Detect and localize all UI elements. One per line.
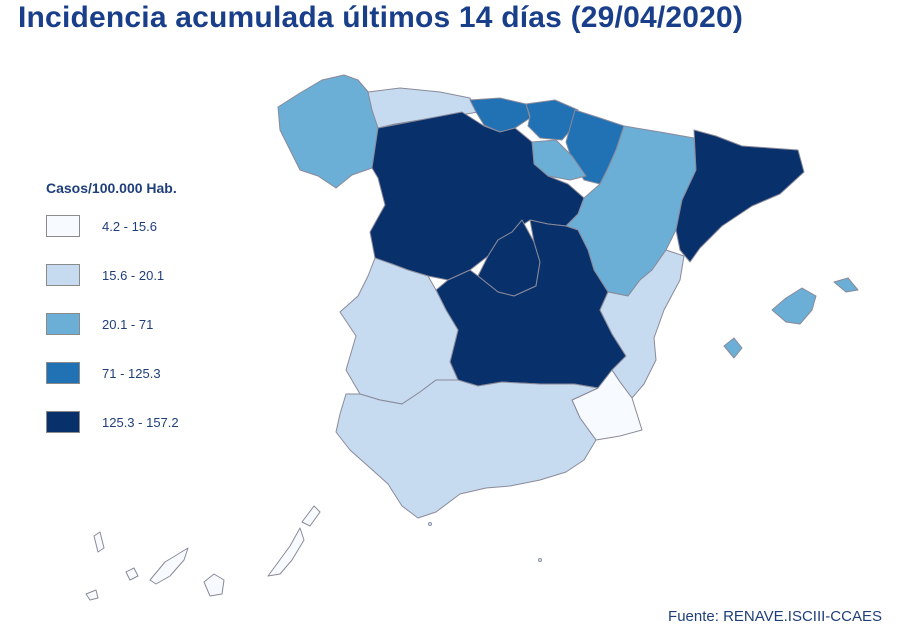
legend-label: 125.3 - 157.2 <box>102 414 179 430</box>
region-baleares-ibiza <box>723 337 743 359</box>
source-credit: Fuente: RENAVE.ISCIII-CCAES <box>668 608 882 625</box>
region-canarias-la-gomera <box>125 567 139 581</box>
region-canarias-lanzarote <box>301 505 321 527</box>
legend-swatch <box>46 215 80 237</box>
region-ceuta <box>427 522 432 527</box>
legend-item: 20.1 - 71 <box>46 312 256 336</box>
legend-swatch <box>46 264 80 286</box>
region-canarias-la-palma <box>93 531 105 553</box>
legend-label: 71 - 125.3 <box>102 365 161 381</box>
region-canarias-gran-canaria <box>203 573 225 597</box>
region-baleares-menorca <box>833 277 859 293</box>
legend-item: 125.3 - 157.2 <box>46 410 256 434</box>
legend-label: 20.1 - 71 <box>102 316 154 332</box>
legend-item: 71 - 125.3 <box>46 361 256 385</box>
region-galicia <box>277 74 381 189</box>
map-title: Incidencia acumulada últimos 14 días (29… <box>18 1 744 34</box>
legend-item: 4.2 - 15.6 <box>46 214 256 238</box>
legend-swatch <box>46 411 80 433</box>
region-pais-vasco <box>525 99 579 141</box>
region-canarias-fuerteventura <box>267 527 305 577</box>
legend-label: 15.6 - 20.1 <box>102 267 165 283</box>
legend-label: 4.2 - 15.6 <box>102 218 157 234</box>
legend-item: 15.6 - 20.1 <box>46 263 256 287</box>
legend-title: Casos/100.000 Hab. <box>46 180 177 196</box>
region-canarias-tenerife <box>149 547 189 585</box>
region-baleares-mallorca <box>771 287 817 325</box>
legend-swatch <box>46 313 80 335</box>
region-melilla <box>538 558 543 563</box>
legend-swatch <box>46 362 80 384</box>
region-andalucia <box>335 379 599 519</box>
region-canarias-el-hierro <box>85 589 99 601</box>
map-legend: Casos/100.000 Hab. 4.2 - 15.6 15.6 - 20.… <box>46 180 256 459</box>
region-cataluna <box>675 129 805 263</box>
